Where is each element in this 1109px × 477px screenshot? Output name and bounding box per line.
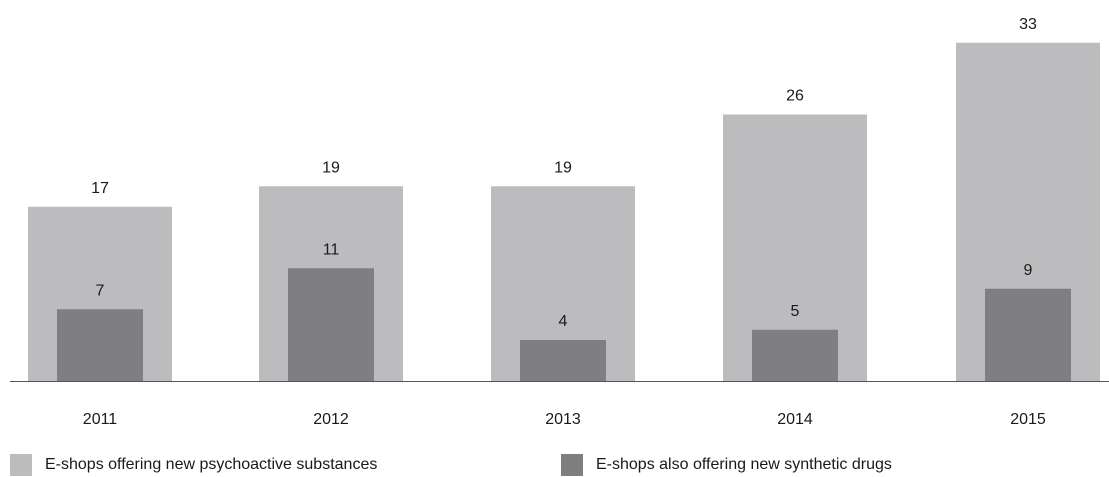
value-label-synthetic-2011: 7 [96, 282, 105, 299]
x-tick-label-2012: 2012 [313, 411, 349, 428]
legend-label-synthetic: E-shops also offering new synthetic drug… [596, 456, 892, 473]
x-tick-label-2013: 2013 [545, 411, 581, 428]
value-label-psychoactive-2012: 19 [322, 159, 340, 176]
value-label-synthetic-2012: 11 [323, 241, 340, 258]
outer-bars-group [28, 42, 1100, 381]
bar-chart: 17 7 19 11 19 4 26 5 33 9 2011 2012 2013 2014 2015 [10, 16, 1109, 428]
inner-bars-group [57, 268, 1071, 381]
x-tick-labels-group: 2011 2012 2013 2014 2015 [83, 411, 1046, 428]
bar-synthetic-2013 [520, 340, 606, 381]
x-tick-label-2014: 2014 [777, 411, 813, 428]
value-label-psychoactive-2013: 19 [554, 159, 572, 176]
x-tick-label-2011: 2011 [83, 411, 118, 428]
value-labels-group: 17 7 19 11 19 4 26 5 33 9 [91, 16, 1037, 330]
bar-synthetic-2015 [985, 288, 1071, 381]
value-label-psychoactive-2011: 17 [91, 180, 109, 197]
legend-item-synthetic: E-shops also offering new synthetic drug… [561, 454, 892, 476]
bar-synthetic-2011 [57, 309, 143, 381]
legend-swatch-psychoactive [10, 454, 32, 476]
value-label-synthetic-2015: 9 [1024, 262, 1033, 279]
value-label-psychoactive-2015: 33 [1019, 16, 1037, 33]
value-label-synthetic-2014: 5 [791, 303, 800, 320]
value-label-synthetic-2013: 4 [559, 313, 568, 330]
legend: E-shops offering new psychoactive substa… [0, 454, 1109, 476]
legend-item-psychoactive: E-shops offering new psychoactive substa… [10, 454, 377, 476]
bar-synthetic-2012 [288, 268, 374, 381]
legend-label-psychoactive: E-shops offering new psychoactive substa… [45, 456, 378, 473]
bar-synthetic-2014 [752, 329, 838, 381]
x-tick-label-2015: 2015 [1010, 411, 1046, 428]
legend-swatch-synthetic [561, 454, 583, 476]
value-label-psychoactive-2014: 26 [786, 88, 804, 105]
